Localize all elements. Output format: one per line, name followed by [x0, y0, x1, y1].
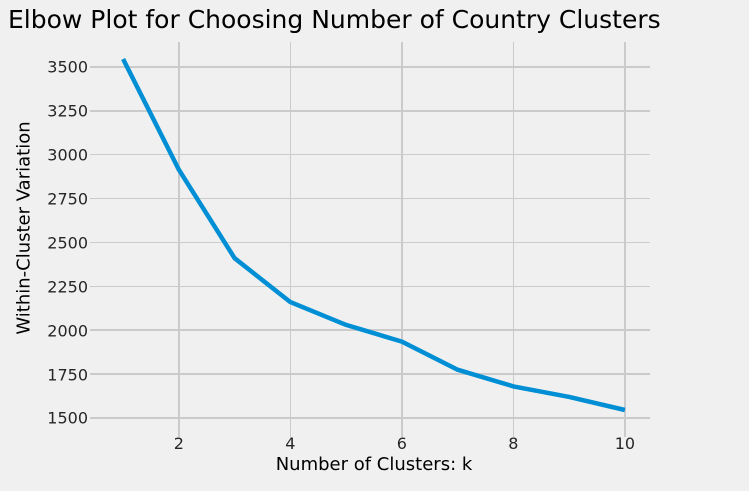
plot-area: 1500 1750 2000 2250 2500 2750 3000 3250 3500 2 4 6 8… — [47, 42, 650, 453]
y-tick-label: 2750 — [47, 189, 88, 209]
y-gridline — [98, 197, 650, 200]
x-gridline — [178, 42, 180, 429]
y-tick-mark — [90, 66, 98, 68]
y-tick-label: 2500 — [47, 233, 88, 253]
y-tick-mark — [90, 110, 98, 112]
x-gridline — [401, 42, 403, 429]
y-tick-mark — [90, 285, 98, 288]
y-gridline — [98, 373, 650, 375]
y-gridline — [98, 66, 650, 68]
y-gridline — [98, 417, 650, 419]
y-gridline — [98, 285, 650, 288]
y-tick-label: 3250 — [47, 101, 88, 121]
x-gridline — [624, 42, 626, 429]
y-tick-mark — [90, 417, 98, 419]
x-tick-mark — [624, 429, 626, 437]
y-tick-label: 2000 — [47, 321, 88, 341]
x-tick-mark — [512, 429, 515, 437]
x-tick-mark — [401, 429, 403, 437]
y-tick-mark — [90, 153, 98, 156]
y-tick-label: 3000 — [47, 145, 88, 165]
y-tick-label: 1750 — [47, 365, 88, 385]
y-gridline — [98, 329, 650, 331]
y-gridline — [98, 153, 650, 156]
x-tick-label: 8 — [508, 434, 519, 453]
x-tick-label: 6 — [396, 434, 407, 453]
x-axis-label: Number of Clusters: k — [275, 454, 473, 475]
y-gridline — [98, 110, 650, 112]
y-axis-label: Within-Cluster Variation — [13, 121, 35, 335]
x-gridline — [289, 42, 292, 429]
x-tick-mark — [289, 429, 292, 437]
chart-title: Elbow Plot for Choosing Number of Countr… — [8, 5, 661, 34]
x-gridline — [512, 42, 515, 429]
x-tick-mark — [178, 429, 180, 437]
x-tick-label: 10 — [614, 434, 636, 453]
y-tick-label: 1500 — [47, 408, 88, 428]
y-tick-label: 3500 — [47, 57, 88, 77]
y-tick-mark — [90, 373, 98, 375]
y-gridline — [98, 241, 650, 244]
y-tick-mark — [90, 197, 98, 200]
y-tick-label: 2250 — [47, 277, 88, 297]
x-tick-label: 2 — [173, 434, 184, 453]
y-tick-mark — [90, 329, 98, 331]
y-tick-mark — [90, 241, 98, 244]
x-tick-label: 4 — [285, 434, 296, 453]
